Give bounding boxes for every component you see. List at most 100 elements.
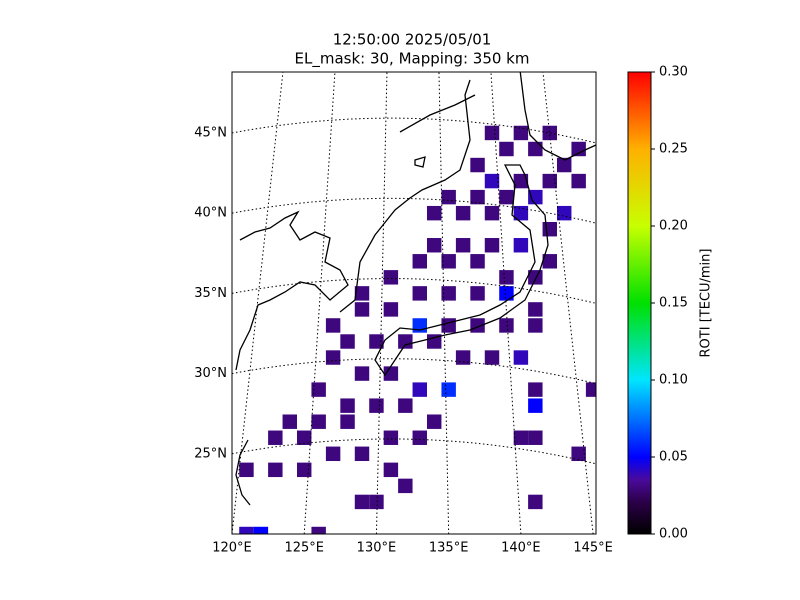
coastline — [339, 79, 471, 313]
roti-cell — [383, 430, 399, 445]
roti-cell — [528, 270, 543, 285]
roti-cell — [325, 318, 341, 333]
roti-cell — [354, 366, 370, 381]
roti-cell — [239, 462, 254, 478]
colorbar-tick-label: 0.25 — [659, 142, 688, 157]
roti-cell — [268, 462, 283, 478]
roti-cell — [311, 526, 326, 534]
colorbar-tick-label: 0.10 — [659, 373, 688, 388]
parallel — [232, 117, 596, 144]
roti-cell — [369, 334, 384, 349]
roti-cell — [542, 254, 557, 269]
roti-cell — [513, 430, 529, 445]
roti-cell — [571, 446, 586, 462]
roti-cell — [297, 430, 312, 445]
roti-cell — [311, 414, 326, 429]
roti-cell — [383, 302, 399, 317]
colorbar-label: ROTI [TECU/min] — [699, 249, 714, 358]
roti-cell — [441, 286, 456, 301]
lon-label: 140°E — [501, 541, 541, 556]
roti-cell — [528, 318, 543, 333]
roti-cell — [239, 526, 254, 534]
roti-cell — [470, 286, 485, 301]
roti-cell — [513, 350, 529, 365]
roti-cell — [499, 286, 514, 301]
roti-cell — [571, 173, 586, 189]
coastlines — [235, 72, 596, 506]
roti-cell — [282, 414, 297, 429]
meridian — [490, 72, 522, 534]
roti-cell — [412, 254, 427, 269]
lat-label: 35°N — [194, 286, 227, 301]
colorbar — [627, 71, 652, 535]
roti-cell — [441, 382, 456, 397]
roti-cell — [441, 318, 456, 333]
roti-cell — [557, 157, 572, 173]
roti-cell — [325, 446, 341, 462]
roti-cell — [513, 238, 529, 253]
roti-cell — [484, 350, 500, 365]
roti-cell — [455, 238, 471, 253]
parallel — [232, 438, 596, 465]
roti-cell — [528, 382, 543, 397]
roti-cell — [528, 189, 543, 205]
coastline — [235, 439, 251, 506]
lon-label: 120°E — [212, 541, 252, 556]
roti-cell — [528, 398, 543, 413]
lon-label: 130°E — [357, 541, 397, 556]
lat-label: 30°N — [194, 366, 227, 381]
roti-cell — [542, 125, 557, 141]
roti-cell — [354, 302, 370, 317]
roti-cell — [398, 398, 413, 413]
roti-cell — [383, 366, 399, 381]
coastline — [519, 72, 596, 161]
roti-cells — [239, 125, 596, 534]
roti-cell — [513, 173, 529, 189]
roti-cell — [499, 270, 514, 285]
meridian — [542, 72, 594, 534]
colorbar-tick-label: 0.00 — [659, 527, 688, 542]
roti-cell — [383, 270, 399, 285]
coastline — [414, 156, 426, 168]
map-area — [232, 72, 596, 534]
roti-cell — [499, 141, 514, 157]
roti-cell — [542, 221, 557, 237]
coastline — [374, 164, 549, 377]
roti-cell — [340, 398, 355, 413]
coastline — [399, 94, 476, 133]
roti-cell — [340, 414, 355, 429]
roti-cell — [484, 205, 500, 221]
colorbar-tick-label: 0.15 — [659, 296, 688, 311]
roti-cell — [325, 350, 341, 365]
lon-label: 125°E — [284, 541, 324, 556]
roti-cell — [484, 125, 500, 141]
roti-cell — [557, 205, 572, 221]
roti-cell — [528, 494, 543, 510]
lon-label: 135°E — [429, 541, 469, 556]
roti-cell — [455, 205, 471, 221]
roti-cell — [427, 334, 442, 349]
meridian — [375, 72, 388, 534]
roti-cell — [470, 189, 485, 205]
roti-cell — [311, 382, 326, 397]
roti-cell — [441, 254, 456, 269]
roti-cell — [354, 286, 370, 301]
roti-cell — [253, 526, 269, 534]
parallel — [232, 278, 596, 304]
roti-cell — [427, 238, 442, 253]
roti-cell — [528, 430, 543, 445]
parallel — [232, 197, 596, 224]
coastline — [235, 210, 349, 371]
lon-label: 145°E — [573, 541, 613, 556]
roti-cell — [484, 173, 500, 189]
lat-label: 40°N — [194, 206, 227, 221]
roti-cell — [470, 157, 485, 173]
meridian — [438, 72, 450, 534]
roti-cell — [542, 173, 557, 189]
lat-label: 25°N — [194, 446, 227, 461]
parallel — [232, 358, 596, 385]
colorbar-tick-label: 0.20 — [659, 219, 688, 234]
roti-cell — [427, 205, 442, 221]
roti-cell — [398, 478, 413, 494]
